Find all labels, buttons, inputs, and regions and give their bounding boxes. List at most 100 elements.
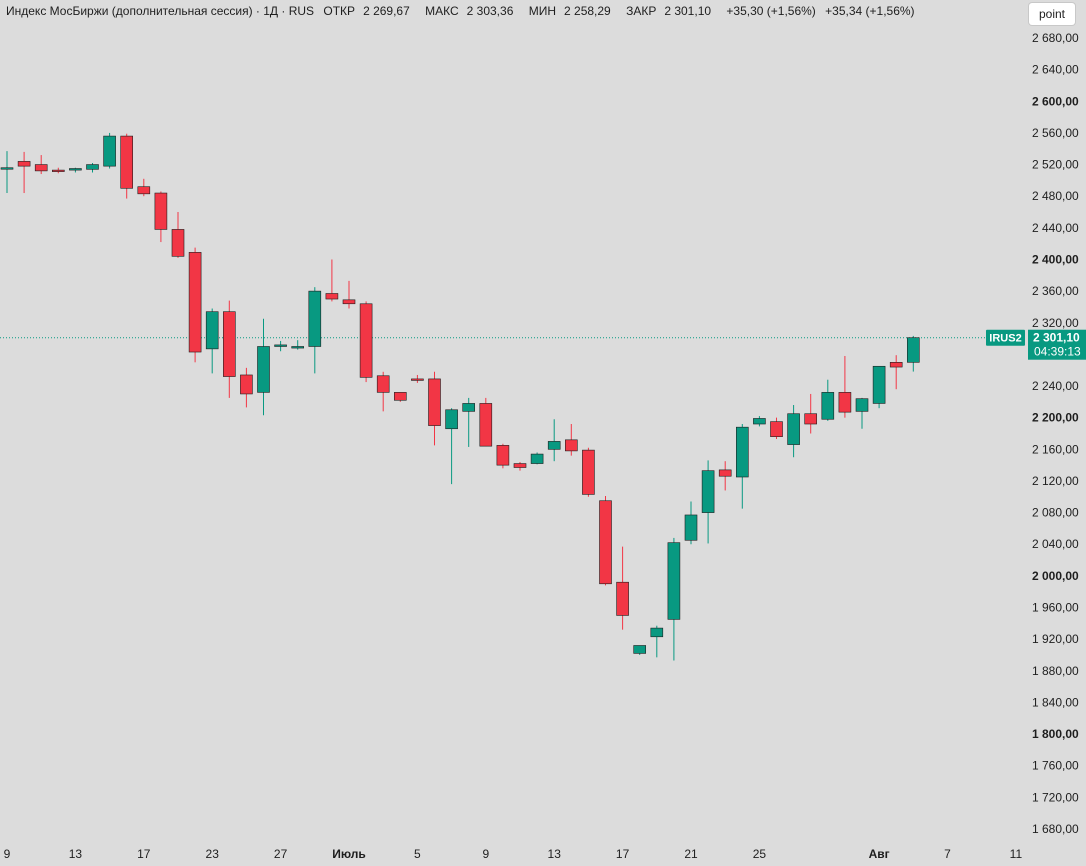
price-tick-label: 2 440,00 [1032,221,1079,235]
candle-body [34,164,48,172]
candle [462,397,476,447]
price-tick-label: 1 960,00 [1032,601,1079,615]
candles [0,132,920,661]
candle [240,367,253,408]
candle [650,625,664,658]
candle-body [69,168,82,171]
date-tick-label: 17 [616,847,630,861]
candle-body [599,500,612,585]
candle [479,397,493,447]
ohlc-close: ЗАКР 2 301,10 [626,4,712,18]
candle-body [51,169,65,172]
candle [684,501,698,545]
candle [69,167,82,173]
price-tag-bg [1028,329,1086,360]
candle-body [445,409,458,430]
change-value-2: +35,34 (+1,56%) [825,4,915,18]
candle [547,419,561,462]
candle-body [667,542,681,620]
candle-body [684,514,698,541]
candle-body [359,303,373,378]
candle [821,379,835,421]
candle-body [120,135,133,189]
candle [0,151,14,194]
candle-body [547,441,561,450]
candle [34,155,48,175]
candle [428,371,441,446]
candle [291,340,305,350]
price-tick-label: 1 720,00 [1032,790,1079,804]
candle [616,546,629,630]
candle [770,417,783,440]
candle [787,405,800,458]
price-tick-label: 1 800,00 [1032,727,1079,741]
candle [735,424,749,509]
candle [496,443,510,469]
candle [137,178,151,197]
date-tick-label: 25 [753,847,767,861]
date-tick-label: 21 [684,847,698,861]
price-tick-label: 1 840,00 [1032,695,1079,709]
candle-body [411,378,424,381]
candle-body [257,346,270,393]
candle [838,355,852,418]
candle-body [513,463,527,468]
candle [103,132,116,169]
candle-body [308,290,322,347]
price-tick-label: 2 560,00 [1032,126,1079,140]
date-tick-label: 23 [206,847,220,861]
candle [872,365,886,409]
candle-body [188,252,202,353]
candle [120,133,133,199]
date-tick-label: 17 [137,847,151,861]
candle [171,212,185,258]
time-axis[interactable]: 9 13 17 23 27 Июль 5 9 13 17 21 25 Авг 7 11 [4,847,1023,861]
candle-body [0,167,14,170]
candle-body [325,293,339,300]
candle-body [582,449,595,495]
candle [530,452,544,465]
candle-body [103,135,116,167]
candle [804,393,818,434]
price-tick-label: 2 000,00 [1032,569,1079,583]
candle-body [753,418,766,425]
chart-legend: Индекс МосБиржи (дополнительная сессия) … [6,4,921,18]
candle [86,162,99,173]
candle-body [616,581,629,616]
symbol-tag-bg [986,329,1025,346]
candle [393,392,407,402]
candle-body [17,161,31,167]
point-button[interactable]: point [1029,3,1075,25]
price-tick-label: 2 200,00 [1032,411,1079,425]
candle [906,335,920,372]
date-tick-label: 13 [69,847,83,861]
candle-body [564,439,578,452]
candle [855,397,869,429]
date-tick-label: 11 [1010,847,1023,861]
candle [376,371,390,412]
price-tick-label: 1 920,00 [1032,632,1079,646]
date-tick-label: 27 [274,847,288,861]
price-tag-value: 2 301,10 [1033,331,1080,345]
candle-body [701,470,715,513]
candle [188,247,202,363]
price-tick-label: 1 880,00 [1032,664,1079,678]
candle-body [274,344,287,347]
candle-body [393,392,407,401]
candle [633,645,647,655]
candle [51,167,65,174]
ohlc-open: ОТКР 2 269,67 [323,4,410,18]
date-tick-label: 9 [482,847,489,861]
candle-body [376,375,390,393]
symbol-title: Индекс МосБиржи (дополнительная сессия) … [6,4,315,18]
candle-body [428,378,441,426]
price-axis[interactable]: 2 680,00 2 640,00 2 600,00 2 560,00 2 520,00… [1032,31,1079,836]
candle-body [735,426,749,478]
candle-body [205,311,219,350]
candle-body [154,192,168,230]
candle-body [86,164,99,170]
date-tick-label: Авг [869,847,890,861]
candle [718,461,732,491]
